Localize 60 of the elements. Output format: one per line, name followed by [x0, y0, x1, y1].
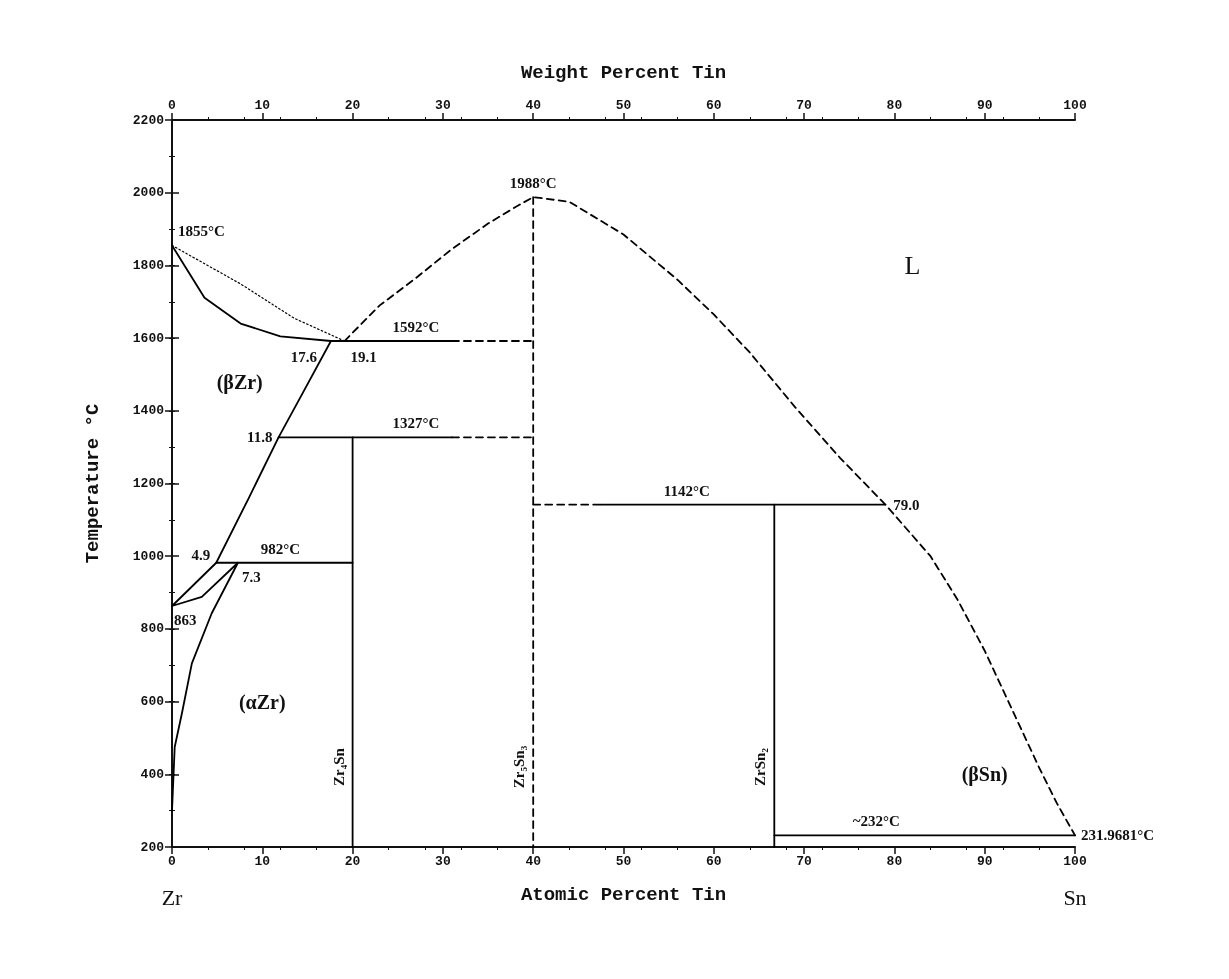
- y-tick-label: 1800: [132, 257, 165, 273]
- annotation: 863: [174, 612, 197, 628]
- annotation: 982°C: [260, 540, 301, 557]
- y-tick-label: 2000: [132, 185, 165, 201]
- y-tick-label: 1600: [132, 330, 165, 346]
- annotation: (βZr): [216, 370, 263, 394]
- x2-tick-label: 20: [344, 98, 361, 113]
- annotation: (αZr): [238, 690, 286, 714]
- x-tick-label: 80: [886, 854, 903, 869]
- annotation: L: [904, 250, 921, 280]
- x-tick-label: 90: [976, 854, 993, 869]
- x2-tick-label: 60: [706, 98, 722, 113]
- annotation: 1327°C: [392, 415, 440, 432]
- text: Zr: [161, 885, 184, 911]
- annotation: 19.1: [350, 349, 377, 366]
- x-tick-label: 70: [796, 854, 813, 869]
- y-tick-label: 600: [140, 694, 165, 710]
- x-tick-label: 60: [706, 854, 722, 869]
- x-tick-label: 50: [615, 854, 632, 869]
- annotation: 1592°C: [392, 319, 440, 336]
- y-tick-label: 200: [140, 839, 165, 855]
- x2-tick-label: 70: [796, 98, 813, 113]
- x-tick-label: 10: [254, 854, 271, 869]
- y-tick-label: 1000: [132, 548, 165, 564]
- x-tick-label: 40: [525, 854, 542, 869]
- x2-tick-label: 100: [1063, 98, 1087, 113]
- annotation: 11.8: [247, 429, 273, 446]
- annotation: (βSn): [961, 763, 1008, 787]
- x2-axis-title: Weight Percent Tin: [520, 61, 727, 84]
- x-axis-title: Atomic Percent Tin: [520, 883, 727, 906]
- annotation: 1988°C: [509, 175, 557, 192]
- y-tick-label: 2200: [132, 112, 165, 128]
- x2-tick-label: 30: [435, 98, 451, 113]
- annotation: Zr₄Sn: [330, 747, 347, 786]
- y-tick-label: 1200: [132, 476, 165, 491]
- x-tick-label: 0: [168, 854, 177, 869]
- x-tick-label: 30: [435, 854, 451, 869]
- x2-tick-label: 90: [976, 98, 993, 113]
- y-axis-title: Temperature °C: [81, 403, 104, 564]
- annotation: 231.9681°C: [1081, 827, 1155, 844]
- text: Sn: [1063, 885, 1087, 911]
- annotation: 7.3: [241, 568, 261, 585]
- annotation: Zr₅Sn₃: [511, 745, 528, 789]
- x2-tick-label: 0: [168, 98, 177, 113]
- x2-tick-label: 40: [525, 98, 542, 113]
- x-tick-label: 20: [344, 854, 361, 869]
- annotation: ~232°C: [852, 813, 900, 830]
- x2-tick-label: 10: [254, 98, 271, 113]
- x2-tick-label: 50: [615, 98, 632, 113]
- annotation: 1855°C: [178, 223, 225, 240]
- annotation: 4.9: [191, 546, 211, 563]
- y-tick-label: 1400: [132, 403, 165, 419]
- y-tick-label: 400: [140, 766, 165, 782]
- x2-tick-label: 80: [886, 98, 903, 113]
- x-tick-label: 100: [1063, 854, 1087, 869]
- annotation: 1142°C: [663, 482, 710, 499]
- annotation: ZrSn₂: [752, 747, 769, 786]
- y-tick-label: 800: [140, 621, 165, 637]
- annotation: 17.6: [290, 349, 318, 366]
- annotation: 79.0: [893, 496, 920, 513]
